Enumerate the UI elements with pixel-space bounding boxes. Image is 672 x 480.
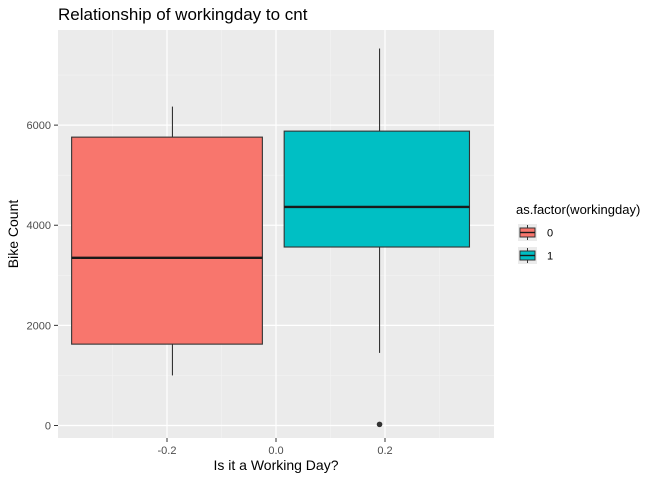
- y-tick-label: 4000: [27, 220, 51, 232]
- chart-title: Relationship of workingday to cnt: [58, 5, 308, 24]
- x-axis-label: Is it a Working Day?: [213, 457, 338, 473]
- y-tick-label: 0: [45, 420, 51, 432]
- legend-item-1: 1: [518, 247, 553, 264]
- legend-label: 0: [547, 228, 553, 240]
- boxes: [71, 48, 471, 428]
- x-tick-label: 0.0: [268, 445, 283, 457]
- y-tick-label: 2000: [27, 320, 51, 332]
- box: [283, 130, 471, 248]
- x-tick-label: 0.2: [377, 445, 392, 457]
- legend-label: 1: [547, 251, 553, 263]
- box: [71, 136, 263, 345]
- outlier-point: [376, 421, 383, 428]
- box-group-0: [71, 106, 263, 376]
- legend-item-0: 0: [518, 224, 553, 241]
- legend-keys: 01: [518, 224, 553, 264]
- y-axis-label: Bike Count: [5, 200, 21, 269]
- box-group-1: [283, 48, 471, 428]
- axes: 0 2000 4000 6000 -0.2 0.0 0.2: [27, 120, 393, 457]
- legend-title: as.factor(workingday): [516, 202, 640, 217]
- legend: as.factor(workingday) 01: [516, 202, 640, 264]
- y-tick-label: 6000: [27, 120, 51, 132]
- x-tick-label: -0.2: [158, 445, 177, 457]
